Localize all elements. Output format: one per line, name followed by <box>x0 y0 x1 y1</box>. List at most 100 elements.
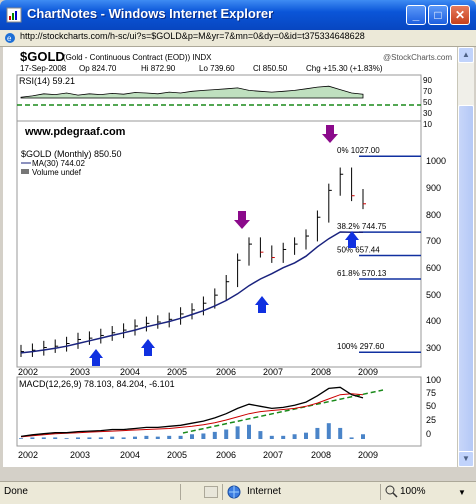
axis-label-500: 500 <box>426 290 441 300</box>
macd-axis-25: 25 <box>426 415 436 425</box>
macd-axis-0: 0 <box>426 429 431 439</box>
up-marker <box>141 339 155 356</box>
year-2006: 2006 <box>216 450 236 460</box>
macd-line <box>20 386 364 438</box>
macd-label-text: MACD(12,26,9) 78.103, 84.204, -6.101 <box>19 379 175 389</box>
chart-image: $GOLD (Gold - Continuous Contract (EOD))… <box>3 47 457 467</box>
macd-histogram-bar <box>224 429 229 439</box>
macd-histogram-bar <box>110 436 115 439</box>
year-2007: 2007 <box>263 450 283 460</box>
year-2009: 2009 <box>358 450 378 460</box>
down-marker <box>234 211 250 229</box>
macd-histogram-bar <box>121 437 126 439</box>
maximize-button[interactable]: □ <box>428 5 448 25</box>
axis-label-600: 600 <box>426 263 441 273</box>
year-2007: 2007 <box>263 367 283 377</box>
chart-symbol: $GOLD <box>20 49 65 64</box>
ie-icon <box>6 7 22 23</box>
status-text: Done <box>4 486 28 497</box>
price-label: $GOLD (Monthly) 850.50 <box>21 149 122 159</box>
window-title: ChartNotes - Windows Internet Explorer <box>27 6 274 21</box>
up-marker <box>89 349 103 366</box>
chart-close: Cl 850.50 <box>253 64 288 73</box>
zoom-chevron-icon[interactable]: ▼ <box>458 488 466 497</box>
rsi-panel: RSI(14) 59.21 90 70 50 30 10 <box>16 74 432 129</box>
macd-histogram-bar <box>133 436 137 439</box>
macd-histogram-bar <box>361 434 365 439</box>
year-axis-macd: 2002 2003 2004 2005 2006 2007 2008 2009 <box>18 450 378 460</box>
fib-label: 0% 1027.00 <box>337 146 380 155</box>
macd-histogram-bar <box>98 437 103 439</box>
macd-histogram-bar <box>338 427 343 439</box>
macd-histogram-bar <box>304 432 308 439</box>
macd-histogram-bar <box>212 431 217 439</box>
main-price-panel: www.pdegraaf.com $GOLD (Monthly) 850.50 … <box>16 120 446 368</box>
rsi-label: RSI(14) 59.21 <box>19 76 75 86</box>
price-bars <box>20 167 366 357</box>
macd-histogram-bar <box>76 437 80 439</box>
macd-histogram-bar <box>292 434 297 439</box>
year-axis-main: 2002 2003 2004 2005 2006 2007 2008 2009 <box>18 367 378 377</box>
scroll-up-button[interactable]: ▲ <box>458 47 474 63</box>
page-content: $GOLD (Gold - Continuous Contract (EOD))… <box>3 47 457 467</box>
year-2004: 2004 <box>120 450 140 460</box>
chart-high: Hi 872.90 <box>141 64 176 73</box>
fib-label: 100% 297.60 <box>337 342 385 351</box>
macd-histogram-bar <box>281 435 286 439</box>
macd-histogram-bar <box>19 438 23 439</box>
fib-label: 61.8% 570.13 <box>337 269 387 278</box>
axis-label-700: 700 <box>426 236 441 246</box>
macd-histogram-bar <box>247 424 251 439</box>
scroll-down-button[interactable]: ▼ <box>458 451 474 467</box>
chart-change: Chg +15.30 (+1.83%) <box>306 64 383 73</box>
macd-histogram-bar <box>201 433 206 439</box>
signal-line <box>20 393 364 438</box>
macd-histogram-bar <box>87 437 92 439</box>
macd-histogram-bar <box>269 435 274 439</box>
minimize-button[interactable]: _ <box>406 5 426 25</box>
macd-histogram-bar <box>167 435 172 439</box>
address-bar[interactable]: e http://stockcharts.com/h-sc/ui?s=$GOLD… <box>0 30 476 47</box>
year-2003: 2003 <box>70 450 90 460</box>
macd-histogram-bar <box>349 437 354 439</box>
status-zoom[interactable]: 100% <box>400 486 426 497</box>
macd-histogram-bar <box>30 437 35 439</box>
macd-histogram-bar <box>41 437 46 439</box>
chart-date: 17-Sep-2008 <box>20 64 67 73</box>
close-button[interactable]: ✕ <box>450 5 470 25</box>
year-2009: 2009 <box>358 367 378 377</box>
macd-histogram-bar <box>315 427 320 439</box>
rsi-axis-90: 90 <box>423 76 432 85</box>
chart-open: Op 824.70 <box>79 64 117 73</box>
url-field[interactable]: http://stockcharts.com/h-sc/ui?s=$GOLD&p… <box>20 31 365 41</box>
macd-histogram <box>19 423 365 439</box>
year-2006: 2006 <box>216 367 236 377</box>
macd-histogram-bar <box>64 438 69 439</box>
down-marker <box>322 125 338 143</box>
macd-histogram-bar <box>144 435 149 439</box>
status-cell <box>204 486 218 498</box>
ma-label: MA(30) 744.02 <box>32 159 85 168</box>
macd-label: MACD(12,26,9) 78.103, 84.204, -6.101 <box>19 379 175 389</box>
website-label: www.pdegraaf.com <box>24 126 126 138</box>
window-titlebar: ChartNotes - Windows Internet Explorer _… <box>0 0 476 30</box>
rsi-axis-30: 30 <box>423 109 432 118</box>
vertical-scrollbar[interactable]: ▲ ▼ <box>457 47 474 467</box>
axis-label-800: 800 <box>426 210 441 220</box>
chart-low: Lo 739.60 <box>199 64 235 73</box>
up-marker <box>345 231 359 248</box>
rsi-axis-70: 70 <box>423 87 432 96</box>
internet-zone-icon <box>227 485 241 499</box>
macd-histogram-bar <box>326 423 331 439</box>
rsi-axis-10: 10 <box>423 120 432 129</box>
chart-name: (Gold - Continuous Contract (EOD)) INDX <box>63 53 212 62</box>
fib-label: 50% 657.44 <box>337 246 380 255</box>
axis-label-400: 400 <box>426 316 441 326</box>
year-2003: 2003 <box>70 367 90 377</box>
page-icon: e <box>5 33 15 43</box>
macd-histogram-bar <box>178 435 183 439</box>
macd-histogram-bar <box>258 431 263 439</box>
macd-axis-100: 100 <box>426 375 441 385</box>
zoom-icon[interactable] <box>385 485 398 498</box>
scroll-thumb[interactable] <box>458 105 474 465</box>
